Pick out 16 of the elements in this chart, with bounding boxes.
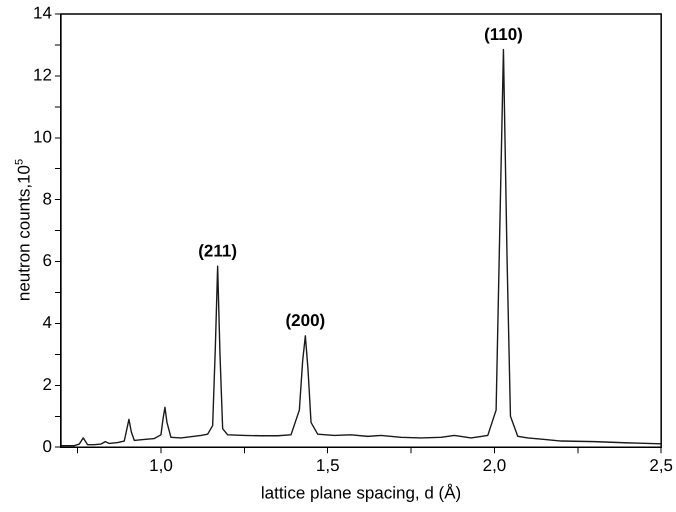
y-tick-label: 12 xyxy=(32,66,52,85)
x-axis-title: lattice plane spacing, d (Å) xyxy=(260,483,462,502)
annotation: (211) xyxy=(198,241,238,260)
y-tick-label: 14 xyxy=(32,4,52,23)
y-tick-label: 6 xyxy=(42,251,52,270)
annotation: (200) xyxy=(286,310,326,330)
y-tick-label: 0 xyxy=(42,436,52,456)
y-tick-label: 4 xyxy=(42,313,52,332)
annotation: (110) xyxy=(484,24,523,44)
x-tick-label: 1,5 xyxy=(316,456,340,476)
x-tick-label: 1,0 xyxy=(149,456,173,476)
x-tick-label: 2,0 xyxy=(482,456,506,476)
x-tick-label: 2,5 xyxy=(649,456,674,476)
y-tick-label: 2 xyxy=(42,375,52,394)
y-tick-label: 10 xyxy=(32,127,52,146)
y-tick-label: 8 xyxy=(42,189,52,208)
